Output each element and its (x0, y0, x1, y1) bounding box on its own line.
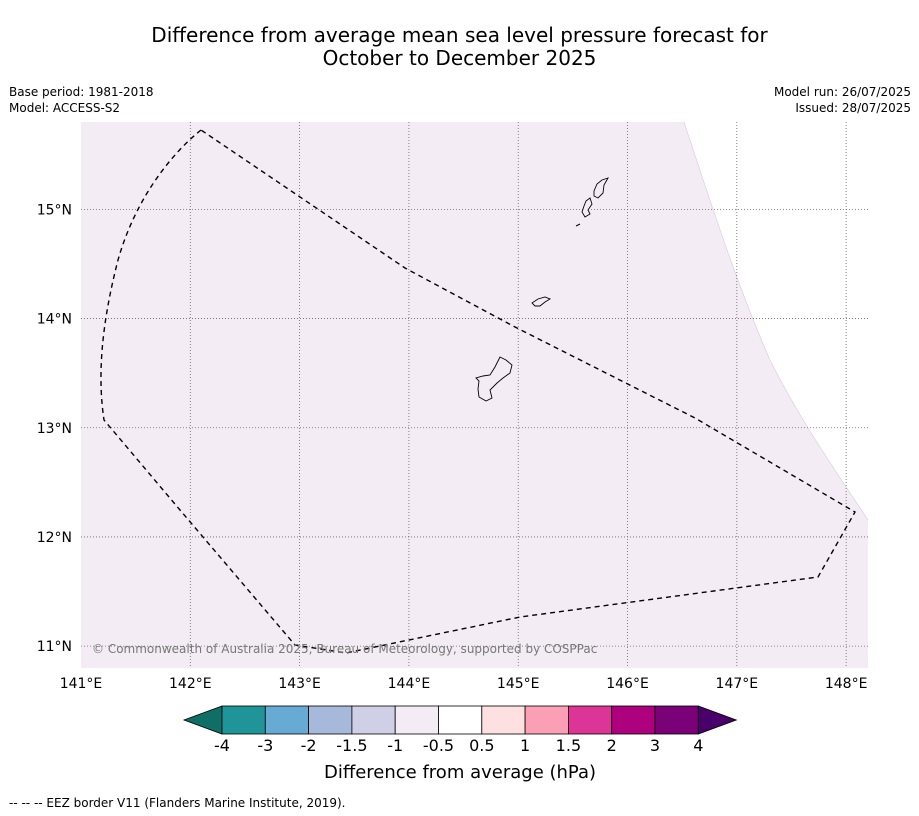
lon-tick-label: 145°E (497, 676, 540, 692)
colorbar-swatch (611, 705, 656, 735)
colorbar-label: 3 (650, 736, 660, 755)
colorbar-swatch (568, 705, 613, 735)
eez-border (100, 129, 856, 654)
lat-tick-labels: 15°N 14°N 13°N 12°N 11°N (37, 202, 72, 655)
lat-tick-label: 12°N (37, 530, 72, 546)
model-name: Model: ACCESS-S2 (9, 101, 121, 115)
colorbar-label: -0.5 (423, 736, 454, 755)
chart-title-line1: Difference from average mean sea level p… (151, 23, 768, 47)
island-aguijan (575, 223, 581, 227)
model-run: Model run: 26/07/2025 (773, 85, 911, 99)
colorbar-label: 2 (607, 736, 617, 755)
base-period: Base period: 1981-2018 (9, 85, 154, 99)
issued-date: Issued: 28/07/2025 (795, 101, 911, 115)
colorbar-label: -1 (387, 736, 403, 755)
colorbar-swatch (308, 705, 353, 735)
lon-tick-label: 148°E (825, 676, 868, 692)
credit-text: © Commonwealth of Australia 2025, Bureau… (92, 642, 597, 656)
lon-tick-label: 142°E (169, 676, 212, 692)
island-saipan (593, 177, 609, 199)
meta-right: Model run: 26/07/2025 Issued: 28/07/2025 (774, 84, 911, 116)
lon-tick-labels: 141°E 142°E 143°E 144°E 145°E 146°E 147°E 148°E (60, 676, 868, 692)
island-rota (531, 296, 552, 307)
colorbar-label: -2 (301, 736, 317, 755)
colorbar-swatch (654, 705, 699, 735)
gridlines (81, 122, 868, 668)
colorbar-swatch (221, 705, 266, 735)
lat-tick-label: 13°N (37, 421, 72, 437)
colorbar-label: -4 (214, 736, 230, 755)
island-guam (475, 356, 513, 402)
colorbar-label: 4 (693, 736, 703, 755)
colorbar-label: -1.5 (336, 736, 367, 755)
colorbar-swatch (524, 705, 569, 735)
pressure-anomaly-fill (81, 122, 868, 668)
lon-tick-label: 147°E (716, 676, 759, 692)
map-panel: © Commonwealth of Australia 2025, Bureau… (81, 122, 868, 668)
colorbar: -4 -3 -2 -1.5 -1 -0.5 0.5 1 1.5 2 3 4 (182, 705, 738, 755)
lat-tick-label: 11°N (37, 639, 72, 655)
lat-tick-label: 14°N (37, 312, 72, 328)
island-tinian (581, 197, 593, 218)
colorbar-swatch (264, 705, 309, 735)
chart-title-line2: October to December 2025 (322, 46, 597, 70)
lat-tick-label: 15°N (37, 202, 72, 218)
colorbar-swatch (438, 705, 483, 735)
colorbar-extend-high (697, 705, 738, 735)
colorbar-label: -3 (257, 736, 273, 755)
colorbar-swatch (481, 705, 526, 735)
meta-left: Base period: 1981-2018 Model: ACCESS-S2 (9, 84, 154, 116)
colorbar-extend-low (182, 705, 223, 735)
lon-tick-label: 144°E (388, 676, 431, 692)
lon-tick-label: 143°E (278, 676, 321, 692)
eez-footnote: -- -- -- EEZ border V11 (Flanders Marine… (9, 796, 346, 810)
colorbar-label: 0.5 (469, 736, 494, 755)
colorbar-label: 1 (520, 736, 530, 755)
lon-tick-label: 141°E (60, 676, 103, 692)
colorbar-label: 1.5 (556, 736, 581, 755)
colorbar-swatch (351, 705, 396, 735)
lon-tick-label: 146°E (606, 676, 649, 692)
colorbar-title: Difference from average (hPa) (324, 762, 596, 783)
colorbar-swatch (394, 705, 439, 735)
